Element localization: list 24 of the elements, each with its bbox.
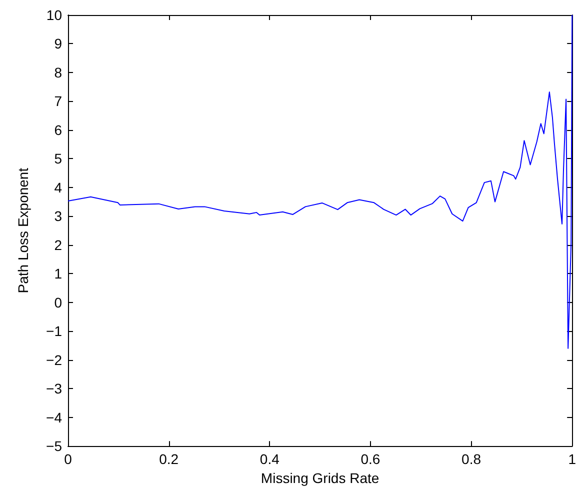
y-tick-label: 5 <box>54 150 62 167</box>
y-axis-title: Path Loss Exponent <box>15 168 31 294</box>
y-tick-label: 7 <box>54 93 62 110</box>
y-tick-label: 0 <box>54 294 62 310</box>
y-tick-label: 10 <box>46 7 62 23</box>
y-tick-label: 2 <box>54 236 62 253</box>
y-tick-label: −4 <box>46 409 62 426</box>
y-tick-label: −2 <box>46 352 62 368</box>
x-tick-label: 0.8 <box>462 451 482 468</box>
y-tick-label: 6 <box>54 122 62 138</box>
y-tick-label: 1 <box>54 266 62 282</box>
x-tick-label: 0.2 <box>159 451 179 468</box>
y-tick-label: 9 <box>54 36 62 52</box>
x-tick-label: 0.4 <box>260 451 280 468</box>
y-tick-label: −3 <box>46 380 62 397</box>
y-tick-label: −1 <box>46 323 62 340</box>
y-tick-label: −5 <box>46 438 62 454</box>
x-tick-label: 0.6 <box>360 451 380 468</box>
x-tick-label: 0 <box>64 451 72 468</box>
y-tick-label: 3 <box>54 208 62 224</box>
x-axis-title: Missing Grids Rate <box>260 470 380 486</box>
x-tick-label: 1 <box>568 451 576 468</box>
y-tick-label: 4 <box>54 179 62 196</box>
y-tick-label: 8 <box>54 64 62 80</box>
